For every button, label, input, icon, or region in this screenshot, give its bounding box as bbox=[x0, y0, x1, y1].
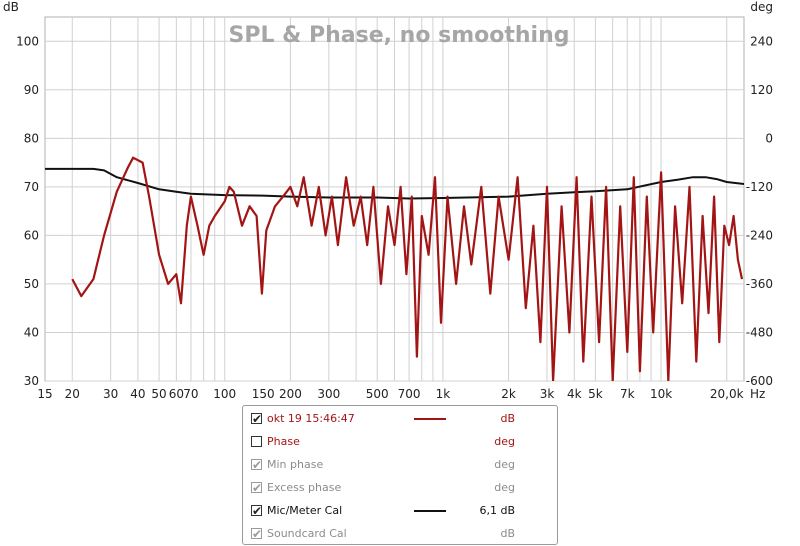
legend-unit-mic-cal: 6,1 dB bbox=[479, 504, 515, 517]
legend-unit-soundcard-cal: dB bbox=[500, 527, 515, 540]
checkbox-soundcard-cal[interactable]: ✔ bbox=[251, 527, 262, 541]
x-tick-label: 2k bbox=[501, 387, 516, 400]
x-tick-label: 20,0k bbox=[710, 387, 744, 400]
legend-swatch-measurement bbox=[414, 418, 446, 420]
y-left-tick-label: 30 bbox=[24, 374, 39, 388]
legend-unit-measurement: dB bbox=[500, 412, 515, 425]
x-tick-label: 40 bbox=[130, 387, 145, 400]
legend-swatch-mic-cal bbox=[414, 510, 446, 512]
y-right-tick-label: -120 bbox=[746, 180, 773, 194]
y-right-tick-label: -360 bbox=[746, 277, 773, 291]
x-tick-label: 70 bbox=[183, 387, 198, 400]
legend-unit-min-phase: deg bbox=[494, 458, 515, 471]
x-tick-label: 500 bbox=[366, 387, 389, 400]
legend-label-measurement: okt 19 15:46:47 bbox=[267, 412, 355, 425]
legend-item-excess-phase[interactable]: ✔ Excess phase deg bbox=[251, 478, 549, 498]
grid-lines bbox=[45, 17, 744, 382]
y-right-tick-label: 240 bbox=[750, 34, 773, 48]
x-tick-label: 10k bbox=[650, 387, 672, 400]
check-mark-icon: ✔ bbox=[252, 458, 263, 472]
check-mark-icon: ✔ bbox=[252, 481, 263, 495]
y-left-tick-label: 90 bbox=[24, 83, 39, 97]
x-tick-label: 1k bbox=[436, 387, 451, 400]
spl-phase-chart: 15 20 30 40 50 60 70 100 150 200 300 500 700 1k 2k 3k 4k… bbox=[3, 0, 773, 400]
y-right-tick-label: -600 bbox=[746, 374, 773, 388]
legend-item-soundcard-cal[interactable]: ✔ Soundcard Cal dB bbox=[251, 524, 549, 544]
x-tick-label: 7k bbox=[620, 387, 635, 400]
legend-label-excess-phase: Excess phase bbox=[267, 481, 342, 494]
x-tick-label: 300 bbox=[317, 387, 340, 400]
x-tick-label: 150 bbox=[252, 387, 275, 400]
legend-label-phase: Phase bbox=[267, 435, 300, 448]
y-right-tick-label: 0 bbox=[765, 131, 773, 145]
legend-label-min-phase: Min phase bbox=[267, 458, 324, 471]
y-left-tick-label: 60 bbox=[24, 228, 39, 242]
y-axis-left-label: dB bbox=[3, 0, 19, 14]
legend-panel: ✔ okt 19 15:46:47 dB Phase deg ✔ Min pha… bbox=[242, 405, 558, 545]
y-right-tick-label: 120 bbox=[750, 83, 773, 97]
checkbox-mic-cal[interactable]: ✔ bbox=[251, 504, 262, 518]
x-tick-label: 20 bbox=[65, 387, 80, 400]
x-tick-label: 60 bbox=[169, 387, 184, 400]
series-line-mic-cal bbox=[45, 167, 744, 200]
legend-label-mic-cal: Mic/Meter Cal bbox=[267, 504, 343, 517]
x-tick-label: 4k bbox=[567, 387, 582, 400]
y-left-tick-label: 50 bbox=[24, 277, 39, 291]
x-tick-label: 700 bbox=[398, 387, 421, 400]
legend-item-measurement[interactable]: ✔ okt 19 15:46:47 dB bbox=[251, 409, 549, 429]
x-tick-label: 200 bbox=[279, 387, 302, 400]
y-right-tick-label: -480 bbox=[746, 325, 773, 339]
series-line-measurement bbox=[71, 156, 744, 381]
x-tick-label: 50 bbox=[151, 387, 166, 400]
y-right-tick-label: -240 bbox=[746, 228, 773, 242]
legend-unit-excess-phase: deg bbox=[494, 481, 515, 494]
check-mark-icon: ✔ bbox=[252, 527, 263, 541]
y-axis-right-label: deg bbox=[750, 0, 773, 14]
checkbox-measurement[interactable]: ✔ bbox=[251, 412, 262, 426]
legend-item-phase[interactable]: Phase deg bbox=[251, 432, 549, 452]
check-mark-icon: ✔ bbox=[252, 504, 263, 518]
y-left-tick-label: 80 bbox=[24, 131, 39, 145]
check-mark-icon: ✔ bbox=[252, 412, 263, 426]
checkbox-phase[interactable] bbox=[251, 436, 262, 447]
checkbox-min-phase[interactable]: ✔ bbox=[251, 458, 262, 472]
x-tick-label: 100 bbox=[213, 387, 236, 400]
y-left-tick-label: 40 bbox=[24, 325, 39, 339]
axis-labels: 15 20 30 40 50 60 70 100 150 200 300 500 700 1k 2k 3k 4k… bbox=[16, 34, 773, 400]
y-left-tick-label: 70 bbox=[24, 180, 39, 194]
x-tick-label: 15 bbox=[37, 387, 52, 400]
x-tick-label: 3k bbox=[540, 387, 555, 400]
x-axis-label: Hz bbox=[750, 387, 765, 400]
legend-label-soundcard-cal: Soundcard Cal bbox=[267, 527, 347, 540]
legend-item-mic-cal[interactable]: ✔ Mic/Meter Cal 6,1 dB bbox=[251, 501, 549, 521]
legend-item-min-phase[interactable]: ✔ Min phase deg bbox=[251, 455, 549, 475]
series-group bbox=[45, 156, 744, 381]
x-tick-label: 30 bbox=[103, 387, 118, 400]
checkbox-excess-phase[interactable]: ✔ bbox=[251, 481, 262, 495]
chart-title: SPL & Phase, no smoothing bbox=[229, 23, 570, 48]
y-left-tick-label: 100 bbox=[16, 34, 39, 48]
x-tick-label: 5k bbox=[588, 387, 603, 400]
legend-unit-phase: deg bbox=[494, 435, 515, 448]
